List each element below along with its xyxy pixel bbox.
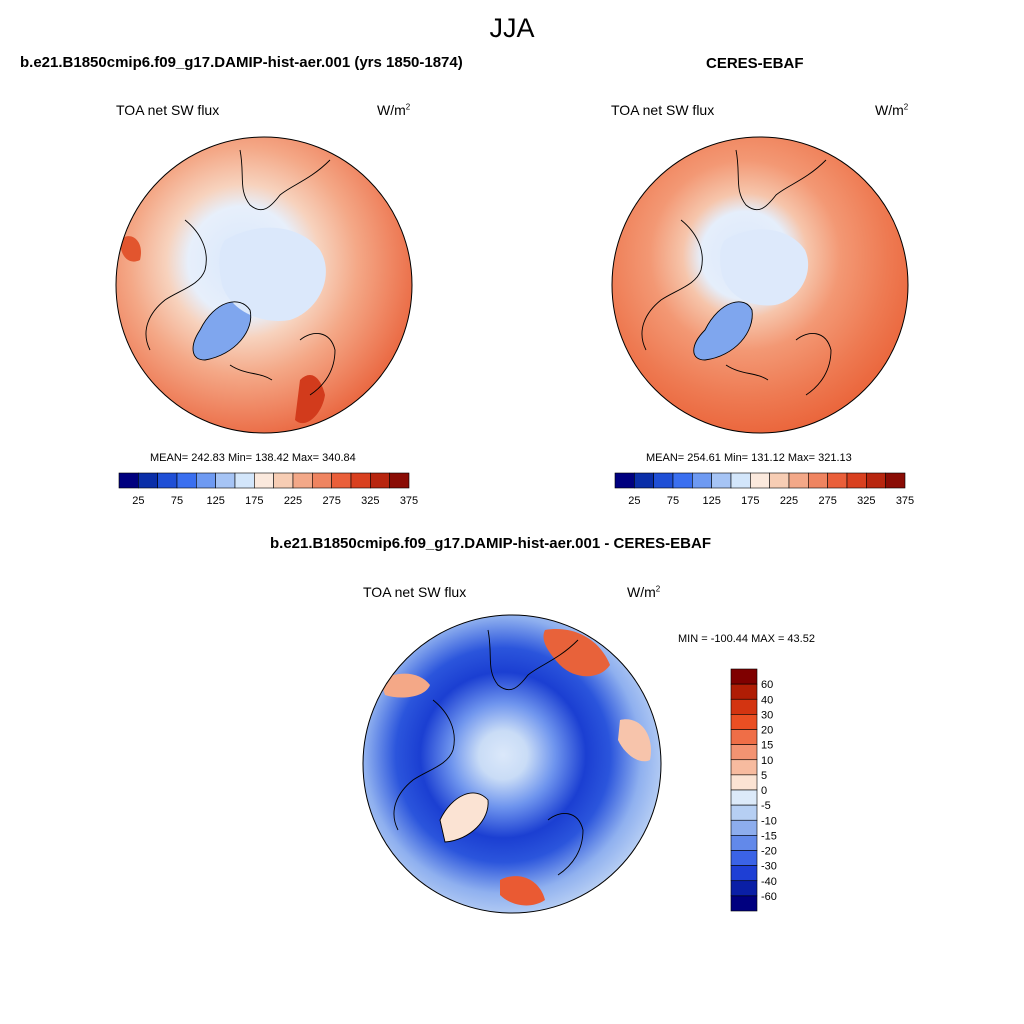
panel-1-units: W/m2 xyxy=(377,102,411,118)
colorbar-swatch xyxy=(769,472,790,489)
colorbar-swatch xyxy=(711,472,732,489)
panel-1-stats: MEAN= 242.83 Min= 138.42 Max= 340.84 xyxy=(150,452,356,464)
colorbar-swatch xyxy=(350,472,371,489)
colorbar-tick-label: 375 xyxy=(400,495,418,507)
colorbar-swatch xyxy=(730,774,758,791)
colorbar-swatch xyxy=(196,472,216,489)
colorbar-tick-label: 25 xyxy=(628,495,640,507)
colorbar-swatch xyxy=(634,472,654,489)
colorbar-swatch xyxy=(730,865,758,882)
colorbar-swatch xyxy=(730,804,758,821)
colorbar-swatch xyxy=(118,472,139,489)
colorbar-swatch xyxy=(730,744,758,761)
panel-2-title: CERES-EBAF xyxy=(706,55,804,72)
colorbar-tick-label: 375 xyxy=(896,495,914,507)
panel-1-map xyxy=(115,136,413,434)
figure-title: JJA xyxy=(489,13,535,43)
colorbar-swatch xyxy=(866,472,886,489)
colorbar-swatch xyxy=(692,472,712,489)
colorbar-swatch xyxy=(331,472,352,489)
colorbar-swatch xyxy=(730,683,758,700)
colorbar-swatch xyxy=(885,472,906,489)
colorbar-swatch xyxy=(653,472,674,489)
colorbar-tick-label: 25 xyxy=(132,495,144,507)
colorbar-tick-label: 125 xyxy=(206,495,224,507)
colorbar-tick-label: 125 xyxy=(702,495,720,507)
panel-1-title: b.e21.B1850cmip6.f09_g17.DAMIP-hist-aer.… xyxy=(20,54,463,71)
colorbar-swatch xyxy=(157,472,178,489)
colorbar-tick-label: 175 xyxy=(741,495,759,507)
colorbar-tick-label: 5 xyxy=(761,770,767,782)
colorbar-swatch xyxy=(730,819,758,836)
panel-2-colorbar: 25 75 125 175 225 275 325 375 xyxy=(614,472,914,507)
colorbar-swatch xyxy=(730,835,758,851)
colorbar-tick-label: 75 xyxy=(171,495,183,507)
panel-2-variable: TOA net SW flux xyxy=(611,102,715,118)
colorbar-swatch xyxy=(730,698,758,715)
colorbar-swatch xyxy=(730,714,758,730)
panel-2-map xyxy=(611,136,909,434)
panel-2-stats: MEAN= 254.61 Min= 131.12 Max= 321.13 xyxy=(646,452,852,464)
colorbar-swatch xyxy=(234,472,255,489)
colorbar-swatch xyxy=(730,729,758,745)
colorbar-swatch xyxy=(730,789,758,806)
panel-3-title: b.e21.B1850cmip6.f09_g17.DAMIP-hist-aer.… xyxy=(270,535,711,552)
colorbar-swatch xyxy=(788,472,809,489)
colorbar-swatch xyxy=(730,880,758,897)
panel-3-map xyxy=(362,614,662,914)
colorbar-tick-label: 75 xyxy=(667,495,679,507)
colorbar-swatch xyxy=(138,472,158,489)
colorbar-swatch xyxy=(730,668,758,685)
colorbar-swatch xyxy=(730,895,758,912)
colorbar-tick-label: 60 xyxy=(761,679,773,691)
colorbar-swatch xyxy=(273,472,294,489)
colorbar-swatch xyxy=(312,472,332,489)
colorbar-swatch xyxy=(846,472,867,489)
panel-3-units: W/m2 xyxy=(627,584,661,600)
colorbar-tick-label: 40 xyxy=(761,694,773,706)
colorbar-tick-label: 20 xyxy=(761,725,773,737)
panel-3-stats: MIN = -100.44 MAX = 43.52 xyxy=(678,633,815,645)
colorbar-swatch xyxy=(254,472,274,489)
colorbar-tick-label: 275 xyxy=(322,495,340,507)
colorbar-tick-label: 175 xyxy=(245,495,263,507)
panel-3-variable: TOA net SW flux xyxy=(363,584,467,600)
colorbar-tick-label: -30 xyxy=(761,861,777,873)
colorbar-tick-label: 325 xyxy=(857,495,875,507)
colorbar-tick-label: -15 xyxy=(761,830,777,842)
colorbar-tick-label: -40 xyxy=(761,876,777,888)
colorbar-swatch xyxy=(750,472,770,489)
panel-3-colorbar: 60 40 30 20 15 10 5 0 -5 -10 -15 -20 -30 -40 -60 xyxy=(730,668,777,912)
colorbar-tick-label: -10 xyxy=(761,815,777,827)
colorbar-tick-label: 275 xyxy=(818,495,836,507)
colorbar-swatch xyxy=(730,850,758,866)
colorbar-tick-label: 10 xyxy=(761,755,773,767)
colorbar-tick-label: -60 xyxy=(761,891,777,903)
colorbar-tick-label: -20 xyxy=(761,846,777,858)
colorbar-swatch xyxy=(215,472,236,489)
colorbar-tick-label: 325 xyxy=(361,495,379,507)
colorbar-tick-label: 225 xyxy=(780,495,798,507)
panel-1-colorbar: 25 75 125 175 225 275 325 375 xyxy=(118,472,418,507)
colorbar-tick-label: 0 xyxy=(761,785,767,797)
colorbar-swatch xyxy=(370,472,390,489)
colorbar-swatch xyxy=(730,472,751,489)
colorbar-tick-label: 225 xyxy=(284,495,302,507)
colorbar-swatch xyxy=(730,759,758,776)
panel-1-variable: TOA net SW flux xyxy=(116,102,220,118)
colorbar-tick-label: -5 xyxy=(761,800,771,812)
colorbar-swatch xyxy=(389,472,410,489)
colorbar-swatch xyxy=(292,472,313,489)
colorbar-swatch xyxy=(672,472,693,489)
colorbar-swatch xyxy=(808,472,828,489)
colorbar-swatch xyxy=(614,472,635,489)
colorbar-tick-label: 15 xyxy=(761,740,773,752)
colorbar-swatch xyxy=(176,472,197,489)
colorbar-tick-label: 30 xyxy=(761,709,773,721)
panel-2-units: W/m2 xyxy=(875,102,909,118)
colorbar-swatch xyxy=(827,472,848,489)
